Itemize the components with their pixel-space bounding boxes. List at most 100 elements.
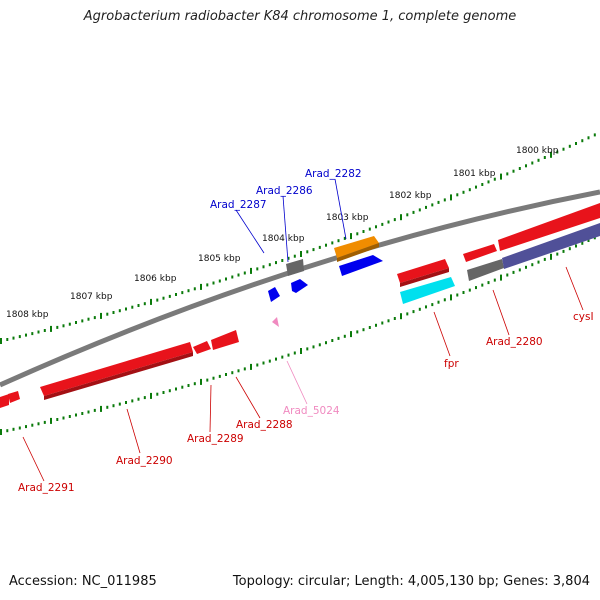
scale-minor-tick <box>381 321 384 325</box>
gene-arad-2280-gray[interactable] <box>467 259 504 281</box>
scale-minor-tick <box>375 323 377 327</box>
scale-minor-tick <box>168 294 171 298</box>
scale-minor-tick <box>318 245 321 249</box>
gene-fpr-red[interactable] <box>397 259 449 283</box>
scale-minor-tick <box>587 136 590 140</box>
connector-arad-2280 <box>492 289 510 336</box>
scale-minor-tick <box>481 183 484 186</box>
tick-label: 1807 kbp <box>70 292 113 302</box>
scale-minor-tick <box>187 384 190 387</box>
scale-minor-tick <box>525 265 527 269</box>
gene-fpr-cyan[interactable] <box>400 277 455 304</box>
scale-minor-tick <box>6 338 9 341</box>
genome-summary-text: Topology: circular; Length: 4,005,130 bp… <box>232 574 590 589</box>
scale-minor-tick <box>87 410 90 414</box>
gene-arad-2282-orange[interactable] <box>334 236 379 258</box>
scale-minor-tick <box>106 312 109 316</box>
scale-minor-tick <box>506 273 509 277</box>
scale-minor-tick <box>331 241 334 245</box>
tick-label: 1808 kbp <box>6 310 49 320</box>
connector-arad-2290 <box>126 408 141 454</box>
scale-minor-tick <box>587 239 590 242</box>
scale-minor-tick <box>37 422 40 426</box>
scale-minor-tick <box>575 142 577 145</box>
scale-minor-tick <box>406 213 409 217</box>
scale-minor-tick <box>312 345 315 349</box>
scale-minor-tick <box>443 298 446 302</box>
scale-major-tick <box>450 294 452 301</box>
gene-arad-2282-blue[interactable] <box>339 255 383 276</box>
scale-major-tick <box>350 331 352 338</box>
scale-minor-tick <box>218 279 221 283</box>
scale-minor-tick <box>456 193 459 197</box>
connector-arad-2289 <box>209 384 212 433</box>
scale-minor-tick <box>131 399 134 403</box>
scale-minor-tick <box>237 369 240 373</box>
scale-minor-tick <box>356 330 359 334</box>
scale-minor-tick <box>106 405 109 409</box>
gene-arad-2286[interactable] <box>286 259 304 276</box>
scale-minor-tick <box>287 353 290 357</box>
gene-arad-2291-a[interactable] <box>0 394 9 408</box>
scale-minor-tick <box>375 225 377 229</box>
gene-cysi-red[interactable] <box>498 203 600 251</box>
scale-minor-tick <box>593 133 596 137</box>
scale-minor-tick <box>543 257 546 261</box>
gene-arad-2286-blue[interactable] <box>291 279 308 293</box>
scale-minor-tick <box>112 311 115 314</box>
scale-minor-tick <box>543 156 546 159</box>
scale-minor-tick <box>31 423 34 427</box>
gene-arad-2280-red[interactable] <box>463 244 497 262</box>
connector-arad-2291 <box>22 436 45 482</box>
gene-arad-2291-b[interactable] <box>8 391 20 403</box>
scale-minor-tick <box>325 243 327 247</box>
label-arad-2290: Arad_2290 <box>116 455 173 467</box>
scale-minor-tick <box>568 247 571 251</box>
scale-major-tick <box>300 348 302 354</box>
scale-minor-tick <box>475 286 477 290</box>
scale-minor-tick <box>343 334 346 338</box>
scale-minor-tick <box>368 227 371 231</box>
gene-arad-5024[interactable] <box>272 317 279 327</box>
scale-minor-tick <box>56 418 59 421</box>
scale-minor-tick <box>437 300 440 304</box>
scale-minor-tick <box>231 371 234 375</box>
scale-minor-tick <box>312 248 315 252</box>
scale-minor-tick <box>581 241 584 245</box>
scale-minor-tick <box>225 373 227 376</box>
scale-minor-tick <box>468 288 471 292</box>
scale-minor-tick <box>6 429 9 433</box>
gene-arad-2290[interactable] <box>40 342 193 396</box>
scale-minor-tick <box>368 326 371 329</box>
scale-major-tick <box>500 274 502 281</box>
scale-minor-tick <box>362 230 365 233</box>
scale-minor-tick <box>518 268 521 272</box>
gene-fpr-red-shade <box>400 268 449 287</box>
scale-minor-tick <box>537 260 540 264</box>
scale-minor-tick <box>193 382 196 386</box>
scale-minor-tick <box>431 203 434 207</box>
scale-minor-tick <box>118 309 121 313</box>
label-arad-2291: Arad_2291 <box>18 482 75 494</box>
scale-minor-tick <box>206 378 209 382</box>
scale-minor-tick <box>487 281 490 285</box>
gene-arad-2282-orange-shade <box>337 243 379 262</box>
scale-minor-tick <box>75 321 77 324</box>
label-arad-2286: Arad_2286 <box>256 185 313 197</box>
scale-minor-tick <box>412 310 415 314</box>
scale-minor-tick <box>306 250 309 254</box>
gene-arad-2289[interactable] <box>193 341 211 354</box>
gene-arad-2287[interactable] <box>268 287 280 302</box>
scale-minor-tick <box>125 307 127 311</box>
scale-major-tick <box>100 312 102 319</box>
scale-minor-tick <box>43 329 46 332</box>
scale-minor-tick <box>125 401 127 404</box>
scale-minor-tick <box>556 252 559 256</box>
scale-minor-tick <box>156 298 159 302</box>
scale-minor-tick <box>287 256 290 260</box>
gene-arad-2288[interactable] <box>211 330 239 350</box>
scale-minor-tick <box>425 305 427 309</box>
scale-major-tick <box>300 251 302 257</box>
gene-cysi-slate[interactable] <box>502 223 600 269</box>
